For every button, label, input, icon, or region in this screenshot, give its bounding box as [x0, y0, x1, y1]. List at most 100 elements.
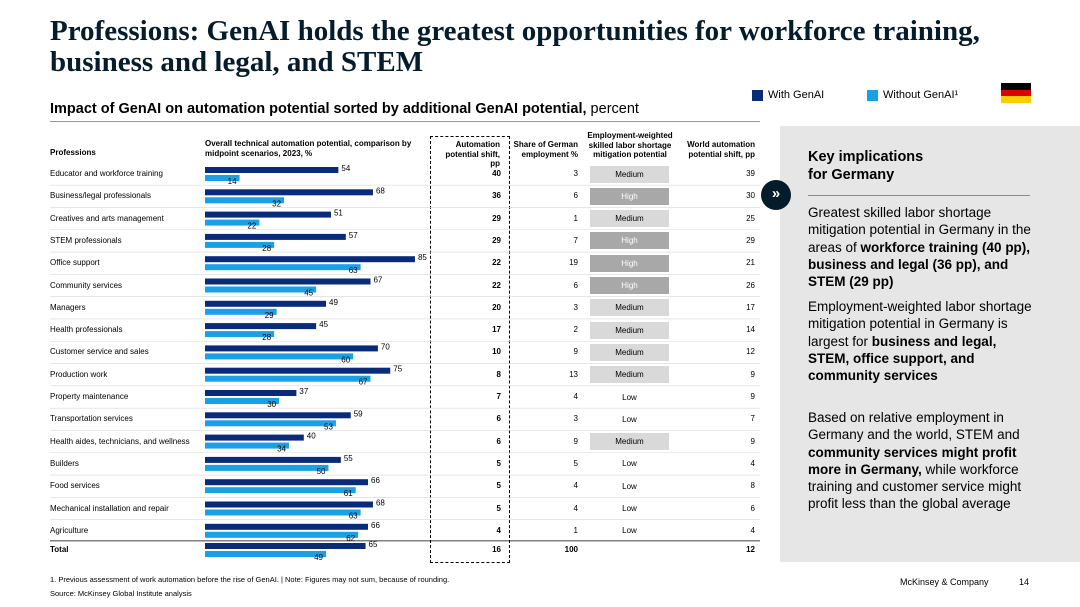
- employment-share-value: 6: [573, 191, 578, 201]
- value-label-with: 75: [393, 365, 402, 374]
- automation-shift-value: 5: [496, 481, 501, 491]
- value-label-with: 65: [369, 540, 378, 549]
- bar-with-genai: [205, 233, 346, 240]
- legend-swatch-without: [867, 89, 878, 101]
- value-label-without: 60: [341, 355, 350, 364]
- bar-without-genai: [205, 197, 285, 204]
- bar-without-genai: [205, 420, 336, 427]
- value-label-with: 66: [371, 476, 380, 485]
- profession-label: Transportation services: [50, 414, 133, 424]
- bar-with-genai: [205, 167, 339, 173]
- employment-share-value: 13: [569, 369, 578, 379]
- implication-1: Greatest skilled labor shortage mitigati…: [808, 205, 1031, 290]
- value-label-with: 40: [307, 432, 316, 441]
- automation-shift-highlight: [430, 136, 510, 563]
- footnote: 1. Previous assessment of work automatio…: [50, 575, 450, 584]
- profession-label: Property maintenance: [50, 392, 129, 401]
- bar-without-genai: [205, 264, 361, 271]
- world-shift-value: 12: [746, 347, 755, 357]
- profession-label: Office support: [50, 258, 100, 268]
- bar-without-genai: [205, 331, 275, 338]
- subtitle-bold: Impact of GenAI on automation potential …: [50, 101, 587, 117]
- world-shift-value: 9: [750, 369, 755, 379]
- panel-divider: [808, 195, 1030, 196]
- bar-without-genai: [205, 398, 280, 404]
- value-label-with: 51: [334, 209, 343, 218]
- mitigation-badge: Medium: [590, 321, 669, 339]
- world-shift-value: 21: [746, 258, 755, 268]
- source-note: Source: McKinsey Global Institute analys…: [50, 589, 192, 598]
- panel-title-line2: for Germany: [808, 167, 895, 183]
- profession-label: Health professionals: [50, 325, 123, 335]
- mitigation-badge: High: [590, 277, 669, 294]
- header-mitigation: Employment-weighted skilled labor shorta…: [587, 131, 673, 159]
- bar-with-genai: [205, 211, 331, 218]
- bar-with-genai: [205, 278, 371, 285]
- bar-without-genai: [205, 286, 317, 293]
- value-label-without: 63: [349, 266, 358, 275]
- employment-share-value: 7: [573, 235, 578, 245]
- world-shift-value: 25: [746, 213, 755, 223]
- world-shift-value: 26: [746, 280, 755, 290]
- bar-with-genai: [205, 456, 341, 463]
- value-label-without: 34: [277, 445, 286, 454]
- employment-share-value: 3: [573, 302, 578, 312]
- world-shift-value: 4: [750, 458, 755, 468]
- automation-shift-value: 29: [492, 213, 501, 223]
- profession-label: Agriculture: [50, 525, 89, 535]
- subtitle-unit: percent: [586, 101, 639, 117]
- automation-shift-value: 5: [496, 458, 501, 468]
- value-label-with: 49: [329, 298, 338, 307]
- header-shift: Automation potential shift, pp: [445, 140, 500, 168]
- profession-label: Production work: [50, 369, 108, 379]
- value-label-with: 67: [373, 276, 382, 285]
- profession-label: Customer service and sales: [50, 347, 149, 357]
- employment-share-value: 1: [573, 525, 578, 535]
- panel-title-line1: Key implications: [808, 149, 924, 165]
- employment-share-value: 3: [573, 414, 578, 424]
- value-label-without: 53: [324, 422, 333, 431]
- world-shift-value: 17: [746, 302, 755, 312]
- value-label-with: 68: [376, 499, 385, 508]
- value-label-with: 37: [299, 387, 308, 396]
- employment-share-value: 5: [573, 458, 578, 468]
- automation-shift-value: 20: [492, 302, 501, 312]
- employment-share-value: 4: [573, 503, 578, 513]
- bar-without-genai: [205, 175, 240, 181]
- value-label-without: 50: [317, 467, 326, 476]
- value-label-without: 30: [267, 400, 276, 409]
- legend-with-genai: With GenAI: [752, 89, 824, 101]
- automation-shift-value: 40: [492, 169, 501, 178]
- bar-with-genai: [205, 434, 304, 441]
- implications-panel: [780, 126, 1080, 562]
- mitigation-badge: Medium: [590, 433, 669, 451]
- profession-label: Total: [50, 545, 69, 554]
- value-label-with: 57: [349, 231, 358, 240]
- header-professions: Professions: [50, 148, 96, 157]
- value-label-with: 45: [319, 320, 328, 329]
- mitigation-badge: High: [590, 187, 669, 205]
- value-label-with: 55: [344, 454, 353, 463]
- profession-label: Community services: [50, 280, 123, 290]
- profession-label: Educator and workforce training: [50, 169, 163, 178]
- automation-shift-value: 5: [496, 503, 501, 513]
- mitigation-badge: Medium: [590, 165, 669, 183]
- mitigation-badge: Medium: [590, 343, 669, 361]
- automation-shift-value: 16: [492, 545, 501, 554]
- profession-label: Managers: [50, 302, 86, 312]
- automation-shift-value: 6: [496, 414, 501, 424]
- bar-with-genai: [205, 367, 391, 374]
- value-label-without: 63: [349, 512, 358, 521]
- value-label-without: 22: [247, 222, 256, 231]
- automation-shift-value: 4: [496, 525, 501, 535]
- automation-shift-value: 29: [492, 235, 501, 245]
- profession-label: Business/legal professionals: [50, 191, 151, 201]
- world-shift-value: 8: [750, 481, 755, 491]
- mitigation-badge: High: [590, 254, 669, 272]
- bar-without-genai: [205, 551, 327, 557]
- value-label-without: 29: [265, 311, 274, 320]
- page-title: Professions: GenAI holds the greatest op…: [50, 15, 980, 78]
- bar-without-genai: [205, 442, 289, 449]
- double-chevron-right-icon: »: [761, 180, 791, 210]
